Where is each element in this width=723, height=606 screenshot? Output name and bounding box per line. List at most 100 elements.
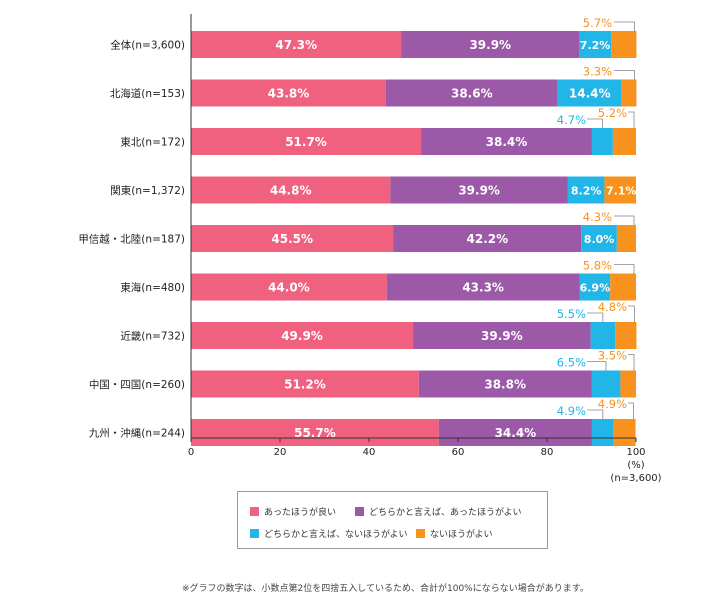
data-label: 38.6%: [451, 87, 493, 101]
category-label: 甲信越・北陸(n=187): [78, 233, 185, 246]
bar-segment: [191, 322, 414, 349]
callout-leader: [614, 21, 635, 31]
data-label: 42.2%: [467, 232, 509, 246]
data-label: 39.9%: [469, 38, 511, 52]
data-label: 6.9%: [580, 282, 611, 295]
bar-segment: [191, 176, 391, 204]
bar-segment: [591, 370, 621, 398]
bar-segment: [611, 31, 637, 58]
bar-segment: [413, 322, 591, 349]
callout-label: 3.3%: [583, 65, 612, 79]
callout-leader: [614, 264, 635, 274]
legend-label-4: ないほうがよい: [430, 530, 493, 540]
data-label: 8.0%: [584, 233, 615, 246]
callout-leader: [614, 215, 635, 225]
x-tick-label: 40: [363, 447, 376, 458]
data-label: 7.2%: [580, 39, 611, 52]
bar-segment: [610, 273, 636, 301]
x-unit-label: (%): [627, 460, 644, 471]
x-tick-label: 80: [541, 447, 554, 458]
data-label: 49.9%: [281, 329, 323, 343]
bar-segment: [401, 31, 580, 58]
data-label: 47.3%: [275, 38, 317, 52]
callout-label: 3.5%: [598, 349, 627, 363]
legend-item-3: どちらかと言えば、ないほうがよい: [250, 527, 408, 540]
bar-segment: [191, 225, 394, 252]
bar-segment: [557, 79, 622, 107]
category-label: 東海(n=480): [120, 281, 185, 294]
callout-leader: [587, 361, 607, 371]
data-label: 43.3%: [462, 281, 504, 295]
callout-leader: [587, 118, 603, 128]
data-label: 38.8%: [484, 378, 526, 392]
legend-swatch-2: [355, 507, 364, 516]
bar-segment: [579, 31, 612, 58]
data-label: 38.4%: [486, 135, 528, 149]
data-label: 34.4%: [495, 426, 537, 440]
callout-label: 4.9%: [557, 404, 586, 418]
bar-segment: [591, 128, 613, 155]
bar-segment: [191, 419, 439, 446]
data-label: 39.9%: [458, 184, 500, 198]
bar-segment: [581, 225, 617, 252]
callout-leader: [628, 402, 634, 419]
bar-segment: [421, 128, 592, 155]
bar-segment: [191, 273, 387, 301]
legend-swatch-4: [416, 529, 425, 538]
data-label: 51.2%: [284, 378, 326, 392]
bar-segment: [579, 273, 611, 301]
footnote: ※グラフの数字は、小数点第2位を四捨五入しているため、合計が100%にならない場…: [182, 584, 589, 594]
x-tick-label: 20: [274, 447, 287, 458]
category-label: 東北(n=172): [120, 136, 185, 149]
data-label: 45.5%: [271, 232, 313, 246]
data-label: 51.7%: [285, 135, 327, 149]
bar-segment: [591, 419, 614, 446]
data-label: 39.9%: [481, 329, 523, 343]
category-label: 近畿(n=732): [120, 330, 185, 343]
callout-leader: [614, 70, 635, 80]
callout-label: 5.8%: [583, 259, 612, 273]
legend-label-3: どちらかと言えば、ないほうがよい: [264, 530, 408, 540]
bar-segment: [393, 225, 582, 252]
bar-segment: [620, 370, 636, 398]
legend-item-4: ないほうがよい: [416, 527, 493, 540]
bar-segment: [438, 419, 592, 446]
callout-label: 4.3%: [583, 210, 612, 224]
bar-segment: [604, 176, 636, 204]
legend-item-1: あったほうが良い: [250, 505, 336, 518]
callout-label: 6.5%: [557, 356, 586, 370]
data-label: 44.8%: [270, 184, 312, 198]
data-label: 43.8%: [268, 87, 310, 101]
callout-leader: [628, 111, 635, 128]
data-label: 8.2%: [571, 185, 602, 198]
legend-swatch-1: [250, 507, 259, 516]
bar-segment: [191, 31, 402, 58]
total-label: (n=3,600): [610, 473, 661, 484]
category-label: 北海道(n=153): [110, 87, 185, 100]
category-label: 中国・四国(n=260): [89, 378, 185, 391]
legend-label-1: あったほうが良い: [264, 508, 337, 518]
bar-segment: [616, 225, 636, 252]
callout-label: 4.7%: [557, 113, 586, 127]
bar-segment: [191, 79, 386, 107]
x-tick-label: 0: [188, 447, 194, 458]
bar-segment: [613, 419, 636, 446]
category-label: 関東(n=1,372): [110, 184, 185, 197]
callout-label: 4.9%: [598, 397, 627, 411]
bar-segment: [612, 128, 636, 155]
bar-segment: [386, 273, 580, 301]
callout-leader: [628, 305, 635, 322]
bar-segment: [191, 128, 422, 155]
data-label: 14.4%: [569, 87, 611, 101]
callout-leader: [587, 312, 604, 322]
category-label: 九州・沖縄(n=244): [89, 427, 185, 440]
legend: あったほうが良い どちらかと言えば、あったほうがよい どちらかと言えば、ないほう…: [237, 491, 548, 549]
category-label: 全体(n=3,600): [110, 39, 185, 52]
bar-segment: [621, 79, 637, 107]
callout-label: 5.5%: [557, 307, 586, 321]
data-label: 7.1%: [606, 185, 637, 198]
data-label: 55.7%: [294, 426, 336, 440]
callout-label: 5.2%: [598, 106, 627, 120]
x-tick-label: 100: [626, 447, 645, 458]
